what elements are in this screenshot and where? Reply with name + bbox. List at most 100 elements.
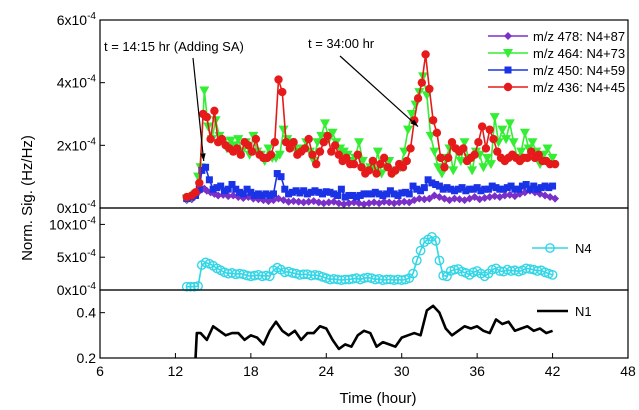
x-tick-label: 18 xyxy=(243,363,259,379)
data-point xyxy=(243,185,251,193)
data-point xyxy=(405,190,413,198)
data-point xyxy=(425,84,434,94)
data-point xyxy=(277,173,285,181)
data-point xyxy=(353,150,362,159)
data-point xyxy=(262,190,270,198)
data-point xyxy=(406,110,417,119)
data-point xyxy=(394,191,402,199)
data-point xyxy=(383,163,393,172)
data-point xyxy=(534,150,543,159)
data-point xyxy=(185,281,196,292)
data-point xyxy=(500,185,508,193)
data-point xyxy=(285,144,295,153)
data-point xyxy=(545,184,553,192)
data-point xyxy=(428,116,438,125)
data-point xyxy=(533,185,541,193)
data-point xyxy=(354,199,363,208)
data-point xyxy=(527,138,538,148)
data-point xyxy=(307,188,315,196)
data-point xyxy=(522,181,530,188)
x-tick-label: 12 xyxy=(168,363,184,379)
data-point xyxy=(459,138,470,148)
data-point xyxy=(481,185,489,193)
data-point xyxy=(511,185,519,193)
annotation-label: t = 34:00 hr xyxy=(308,36,375,51)
data-point xyxy=(549,182,557,190)
data-point xyxy=(327,128,338,138)
data-point xyxy=(439,185,447,193)
annotation-arrowhead xyxy=(200,153,206,161)
data-point xyxy=(304,134,313,144)
data-point xyxy=(434,255,445,266)
y-tick-label: 0.4 xyxy=(77,305,97,321)
data-point xyxy=(537,184,545,192)
data-point xyxy=(435,182,443,190)
data-point xyxy=(370,198,379,207)
data-point xyxy=(296,189,304,197)
data-point xyxy=(455,195,464,204)
data-point xyxy=(266,191,274,199)
data-point xyxy=(328,273,339,284)
data-point xyxy=(485,125,494,134)
data-point xyxy=(385,274,396,285)
data-point xyxy=(251,134,261,144)
data-point xyxy=(322,188,330,196)
data-point xyxy=(270,138,279,147)
data-point xyxy=(458,184,466,192)
data-point xyxy=(447,138,457,147)
data-point xyxy=(258,191,266,199)
data-point xyxy=(347,273,358,284)
data-point xyxy=(402,156,411,166)
data-point xyxy=(274,150,285,160)
data-point xyxy=(504,119,515,129)
data-point xyxy=(380,197,389,206)
data-point xyxy=(304,197,313,206)
x-tick-label: 24 xyxy=(318,363,334,379)
data-point xyxy=(247,188,255,196)
data-point xyxy=(482,153,493,163)
data-point xyxy=(376,159,385,169)
data-point xyxy=(360,190,368,198)
data-point xyxy=(217,134,227,144)
data-point xyxy=(413,185,421,193)
panel-bottom: 0.2 0.4 N1 xyxy=(77,289,629,366)
annotation-arrow xyxy=(192,57,205,162)
data-point xyxy=(473,184,481,192)
legend-marker xyxy=(503,49,513,58)
data-point xyxy=(300,187,308,195)
data-point xyxy=(432,128,442,137)
data-point xyxy=(496,185,504,193)
data-point xyxy=(372,147,383,157)
data-point xyxy=(288,188,296,196)
series-m-z-436-n4-45 xyxy=(182,50,560,202)
data-point xyxy=(401,188,409,196)
data-point xyxy=(314,198,323,207)
x-axis: 6 12 18 24 30 36 42 48 xyxy=(96,353,636,379)
data-point xyxy=(515,185,523,193)
annotation-arrowhead xyxy=(410,119,419,127)
data-point xyxy=(245,271,256,282)
data-point xyxy=(264,197,273,206)
y-tick-label: 10x10-4 xyxy=(49,215,96,232)
panel-middle: 0x10-4 5x10-4 10x10-4 N4 xyxy=(49,207,629,298)
data-point xyxy=(532,266,543,276)
data-point xyxy=(357,157,368,166)
data-point xyxy=(274,75,283,84)
data-point xyxy=(371,188,379,196)
data-point xyxy=(390,190,398,198)
data-point xyxy=(415,194,424,203)
data-point xyxy=(202,112,212,122)
data-point xyxy=(232,185,240,193)
data-point xyxy=(547,270,558,280)
data-point xyxy=(294,270,305,280)
data-point xyxy=(359,273,369,284)
data-point xyxy=(239,190,247,198)
legend-label: m/z 478: N4+87 xyxy=(533,29,625,44)
data-point xyxy=(349,159,359,169)
legend-marker xyxy=(503,82,513,92)
data-point xyxy=(273,170,281,178)
data-point xyxy=(447,185,455,193)
data-point xyxy=(386,187,394,195)
data-point xyxy=(345,191,353,199)
data-point xyxy=(332,274,343,285)
